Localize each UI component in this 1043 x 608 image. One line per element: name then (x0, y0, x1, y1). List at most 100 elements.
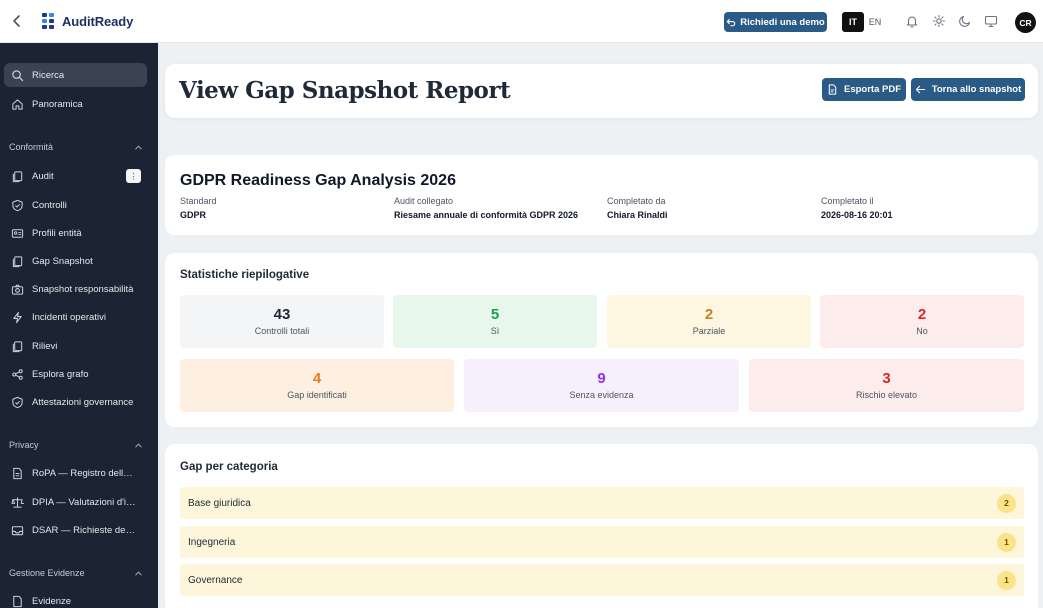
stat-no: 2 No (820, 295, 1024, 348)
stat-label: No (916, 326, 928, 336)
sidebar-item-label: Evidenze (32, 595, 72, 607)
sidebar-item-gap-snapshot[interactable]: Gap Snapshot (4, 249, 147, 273)
sidebar-section-privacy[interactable]: Privacy (9, 438, 143, 452)
back-to-snapshot-button[interactable]: Torna allo snapshot (911, 78, 1025, 101)
sidebar-item-operational-incidents[interactable]: Incidenti operativi (4, 305, 147, 329)
sidebar-item-audit[interactable]: Audit ⋮ (4, 164, 147, 188)
request-demo-label: Richiedi una demo (740, 16, 825, 28)
stat-value: 5 (490, 306, 500, 323)
stat-yes: 5 Sì (393, 295, 597, 348)
category-count-badge: 1 (997, 532, 1016, 552)
meta-label: Audit collegato (394, 196, 454, 206)
category-name: Base giuridica (188, 497, 251, 509)
sidebar-item-evidence[interactable]: Evidenze (4, 589, 147, 608)
category-row[interactable]: Base giuridica 2 (180, 487, 1024, 519)
sidebar-item-label: Esplora grafo (32, 368, 89, 380)
gap-by-category-card: Gap per categoria Base giuridica 2 Ingeg… (165, 444, 1038, 608)
page-header: View Gap Snapshot Report Esporta PDF Tor… (165, 64, 1038, 118)
lang-en-button[interactable]: EN (868, 17, 882, 27)
stat-value: 3 (882, 370, 891, 387)
export-pdf-button[interactable]: Esporta PDF (822, 78, 906, 101)
stat-label: Gap identificati (287, 390, 347, 400)
file-text-icon (13, 467, 22, 479)
stat-high-risk: 3 Rischio elevato (749, 359, 1024, 412)
stat-no-evidence: 9 Senza evidenza (464, 359, 739, 412)
file-pdf-icon (828, 84, 837, 95)
bell-icon[interactable] (905, 14, 919, 28)
sidebar-section-title: Privacy (9, 440, 39, 450)
home-icon (12, 98, 23, 110)
page-title: View Gap Snapshot Report (179, 77, 511, 104)
app-name: AuditReady (62, 13, 134, 29)
meta-label: Standard (180, 196, 217, 206)
sun-icon[interactable] (932, 14, 946, 28)
language-switch: IT EN (842, 12, 886, 32)
meta-value: Riesame annuale di conformità GDPR 2026 (394, 210, 579, 220)
file-icon (13, 595, 22, 607)
back-to-snapshot-label: Torna allo snapshot (931, 84, 1022, 95)
logo-mark-icon (42, 13, 56, 29)
stat-value: 43 (273, 306, 291, 323)
stat-partial: 2 Parziale (607, 295, 811, 348)
shield-check-icon (12, 396, 23, 408)
sidebar-item-dpia[interactable]: DPIA — Valutazioni d'im... (4, 490, 147, 514)
documents-icon (12, 170, 23, 182)
sidebar-item-label: Rilievi (32, 340, 58, 352)
app-logo[interactable]: AuditReady (42, 13, 133, 29)
stat-value: 2 (704, 306, 714, 323)
sidebar-item-search[interactable]: Ricerca (4, 63, 147, 87)
lang-it-button[interactable]: IT (842, 12, 864, 32)
sidebar-item-overview[interactable]: Panoramica (4, 92, 147, 116)
stat-value: 4 (312, 370, 322, 387)
meta-label: Completato da (607, 196, 666, 206)
documents-icon (12, 255, 23, 267)
stat-value: 9 (597, 370, 606, 387)
sidebar-item-graph-explorer[interactable]: Esplora grafo (4, 362, 147, 386)
stat-label: Parziale (692, 326, 726, 336)
monitor-icon[interactable] (984, 14, 998, 28)
sidebar-item-entity-profiles[interactable]: Profili entità (4, 221, 147, 245)
sidebar-item-dsar[interactable]: DSAR — Richieste dell'in... (4, 518, 147, 542)
category-row[interactable]: Ingegneria 1 (180, 526, 1024, 558)
meta-completed-by: Completato da Chiara Rinaldi (607, 196, 668, 220)
sidebar-item-label: Gap Snapshot (32, 255, 93, 267)
audit-badge: ⋮ (126, 169, 141, 183)
category-row[interactable]: Governance 1 (180, 564, 1024, 596)
summary-stats-card: Statistiche riepilogative 43 Controlli t… (165, 253, 1038, 427)
scale-icon (11, 496, 24, 508)
meta-linked-audit: Audit collegato Riesame annuale di confo… (394, 196, 578, 220)
stat-gaps-identified: 4 Gap identificati (180, 359, 454, 412)
chevron-up-icon (135, 144, 142, 149)
user-avatar[interactable]: CR (1015, 12, 1036, 33)
shield-check-icon (12, 199, 23, 211)
sidebar-section-evidence[interactable]: Gestione Evidenze (9, 566, 143, 580)
sidebar-item-label: Attestazioni governance (32, 396, 134, 408)
sidebar-item-label: Snapshot responsabilità (32, 283, 134, 295)
stat-label: Controlli totali (254, 326, 310, 336)
sidebar-item-ropa[interactable]: RoPA — Registro delle at... (4, 461, 147, 485)
sidebar-item-label: Ricerca (32, 69, 65, 81)
meta-standard: Standard GDPR (180, 196, 217, 220)
sidebar-item-label: Incidenti operativi (32, 311, 106, 323)
meta-value: Chiara Rinaldi (607, 210, 668, 220)
section-title: Gap per categoria (180, 461, 278, 473)
sidebar-item-label: DPIA — Valutazioni d'im... (32, 496, 137, 508)
sidebar: Ricerca Panoramica Conformità Audit ⋮ Co… (0, 43, 158, 608)
category-name: Governance (188, 574, 243, 586)
sidebar-section-title: Gestione Evidenze (9, 568, 85, 578)
camera-icon (11, 284, 24, 295)
moon-icon[interactable] (958, 14, 972, 28)
report-info-card: GDPR Readiness Gap Analysis 2026 Standar… (165, 155, 1038, 235)
section-title: Statistiche riepilogative (180, 269, 310, 281)
back-arrow-icon[interactable] (9, 13, 25, 29)
sidebar-item-findings[interactable]: Rilievi (4, 334, 147, 358)
sidebar-item-label: DSAR — Richieste dell'in... (32, 524, 137, 536)
inbox-icon (11, 525, 24, 535)
sidebar-item-governance-attestations[interactable]: Attestazioni governance (4, 390, 147, 414)
documents-icon (12, 340, 23, 352)
sidebar-item-controls[interactable]: Controlli (4, 193, 147, 217)
sidebar-item-responsibility-snapshot[interactable]: Snapshot responsabilità (4, 277, 147, 301)
stat-label: Senza evidenza (569, 390, 634, 400)
request-demo-button[interactable]: Richiedi una demo (724, 12, 827, 32)
sidebar-section-compliance[interactable]: Conformità (9, 140, 143, 154)
